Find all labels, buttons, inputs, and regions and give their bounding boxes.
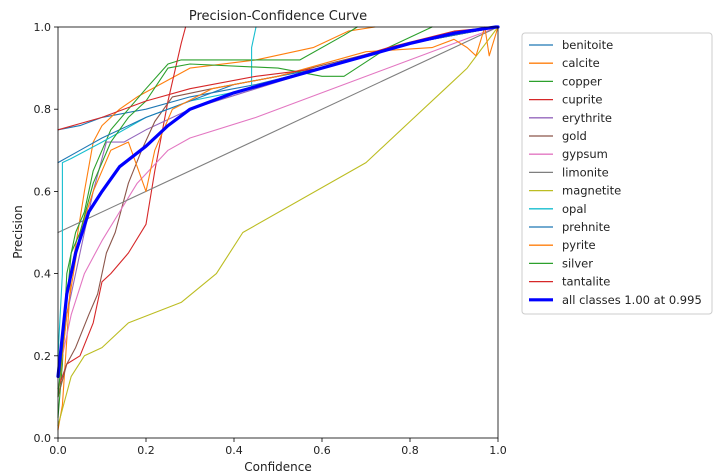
y-tick-label: 0.8 bbox=[34, 103, 52, 116]
x-axis-label: Confidence bbox=[244, 460, 311, 474]
legend-label: benitoite bbox=[562, 38, 613, 52]
y-axis-label: Precision bbox=[11, 205, 25, 259]
series-line-magnetite bbox=[57, 26, 499, 427]
legend-label: limonite bbox=[562, 165, 609, 179]
legend-label: cuprite bbox=[562, 93, 602, 107]
legend-label: all classes 1.00 at 0.995 bbox=[562, 293, 702, 307]
x-tick-label: 0.6 bbox=[313, 444, 331, 457]
x-tick-label: 1.0 bbox=[489, 444, 507, 457]
x-tick-label: 0.8 bbox=[401, 444, 419, 457]
legend-label: pyrite bbox=[562, 238, 596, 252]
legend-label: magnetite bbox=[562, 184, 621, 198]
x-tick-label: 0.2 bbox=[137, 444, 155, 457]
series-line-tantalite bbox=[57, 26, 499, 131]
legend-label: gypsum bbox=[562, 147, 608, 161]
legend-label: gold bbox=[562, 129, 587, 143]
series-layer bbox=[56, 25, 500, 431]
ticks-layer: 0.0 0.2 0.4 0.6 0.8 1.0 0.0 0.2 0.4 0.6 0.8 1.0 bbox=[34, 21, 507, 457]
series-line-all-classes bbox=[56, 25, 500, 378]
legend-box bbox=[521, 32, 713, 315]
plot-frame bbox=[57, 26, 499, 439]
series-line-silver bbox=[57, 26, 433, 398]
series-line-gypsum bbox=[57, 26, 499, 377]
y-tick-label: 0.6 bbox=[34, 185, 52, 198]
legend-label: tantalite bbox=[562, 275, 610, 289]
y-tick-label: 0.4 bbox=[34, 268, 52, 281]
x-tick-label: 0.4 bbox=[225, 444, 243, 457]
legend: benitoite calcite copper cuprite erythrite go… bbox=[521, 32, 713, 315]
series-line-pyrite bbox=[57, 26, 499, 398]
legend-label: opal bbox=[562, 202, 587, 216]
legend-label: calcite bbox=[562, 56, 600, 70]
legend-label: silver bbox=[562, 256, 593, 270]
y-tick-label: 0.0 bbox=[34, 432, 52, 445]
legend-label: copper bbox=[562, 74, 602, 88]
legend-label: prehnite bbox=[562, 220, 610, 234]
series-line-gold bbox=[57, 26, 499, 398]
series-line-copper bbox=[57, 26, 358, 418]
x-tick-label: 0.0 bbox=[49, 444, 67, 457]
series-line-cuprite bbox=[57, 26, 187, 390]
y-tick-label: 0.2 bbox=[34, 350, 52, 363]
legend-label: erythrite bbox=[562, 111, 612, 125]
series-line-opal bbox=[57, 26, 257, 357]
y-tick-label: 1.0 bbox=[34, 21, 52, 34]
series-line-limonite bbox=[57, 26, 499, 234]
chart-title: Precision-Confidence Curve bbox=[189, 9, 367, 24]
